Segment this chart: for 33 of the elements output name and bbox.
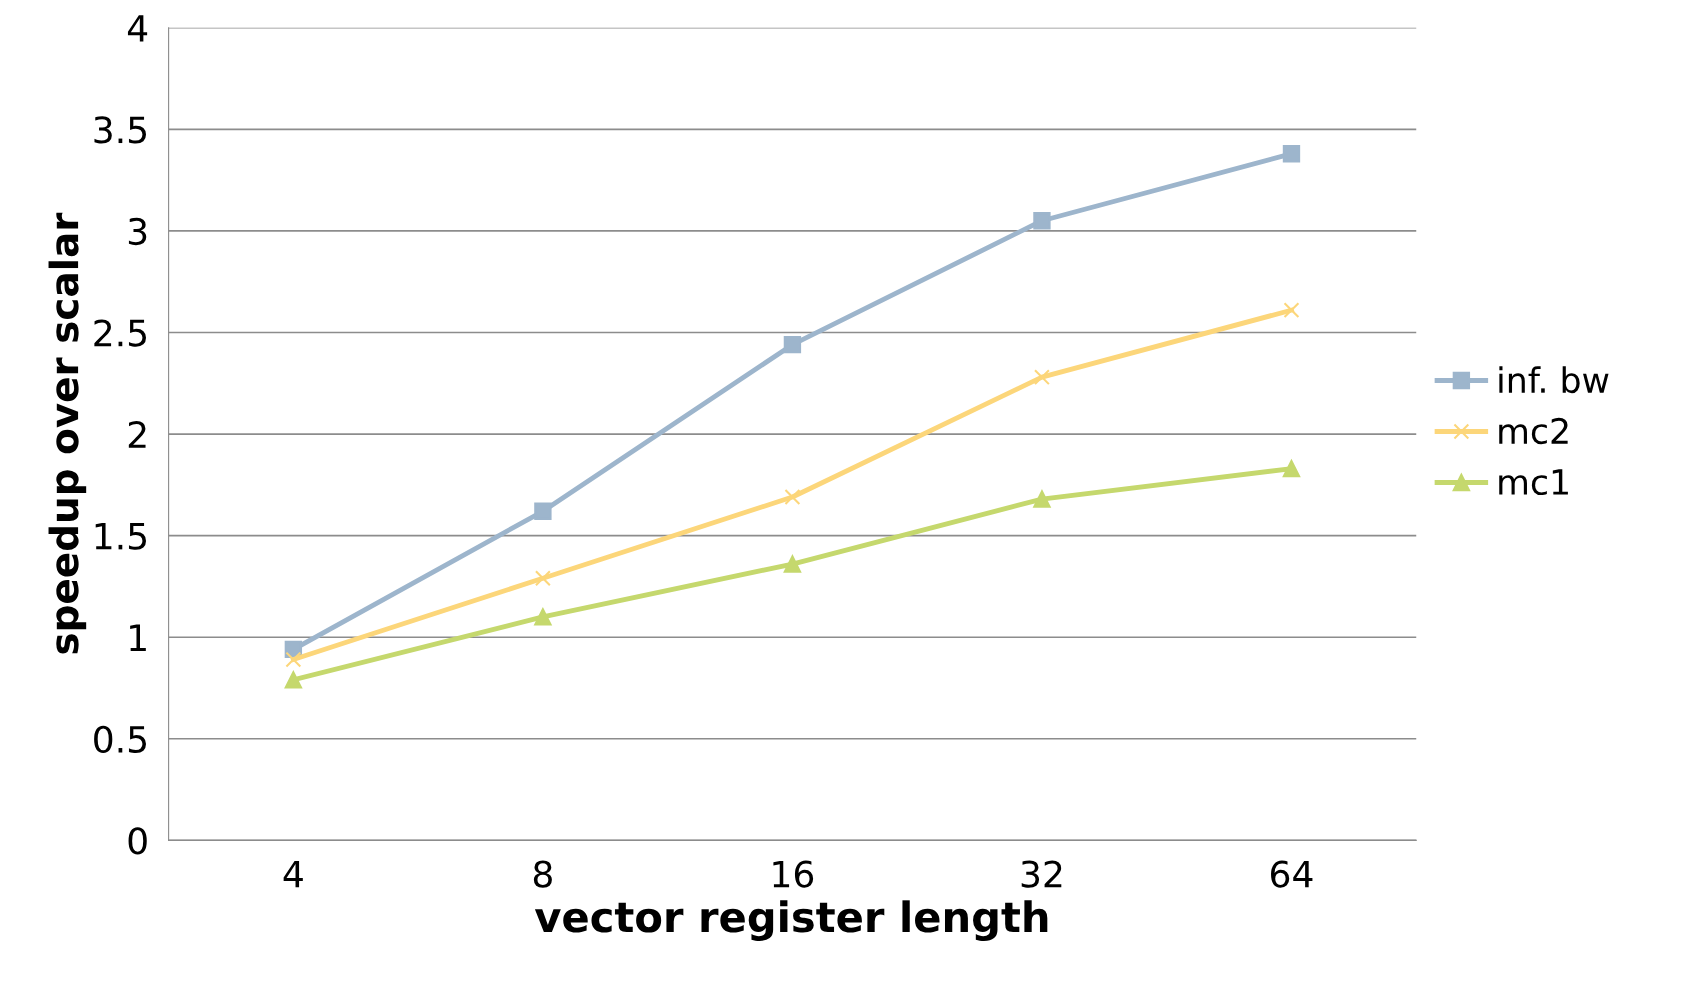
point (1282, 459, 1301, 478)
x-tick-label: 8 (533, 860, 552, 888)
point (534, 502, 552, 520)
y-tick-label: 0 (128, 827, 147, 855)
legend-label: mc1 (1499, 469, 1568, 496)
y-axis-title: speedup over scalar (48, 212, 87, 654)
point (784, 489, 801, 506)
legend-label: inf. bw (1499, 366, 1609, 394)
y-tick-label: 4 (127, 15, 148, 42)
point (284, 671, 303, 689)
x-axis-title: vector register length (534, 900, 1048, 941)
y-tick-label: 3 (128, 217, 147, 246)
y-tick-label: 1.5 (95, 523, 146, 550)
point (1033, 490, 1051, 508)
point (1283, 302, 1300, 319)
point (783, 555, 802, 573)
x-tick-label: 4 (283, 860, 303, 888)
y-tick-label: 1 (130, 624, 146, 651)
point (534, 570, 551, 587)
point (783, 335, 802, 354)
x-tick-label: 32 (1021, 860, 1062, 888)
legend-label: mc2 (1499, 417, 1568, 445)
point (285, 651, 302, 668)
point (1282, 145, 1301, 163)
y-tick-label: 0.5 (94, 725, 146, 754)
x-tick-label: 16 (773, 860, 814, 888)
point (1033, 212, 1051, 230)
x-tick-label: 64 (1271, 860, 1313, 888)
y-tick-label: 3.5 (94, 116, 146, 144)
y-tick-label: 2 (128, 420, 146, 448)
point (1033, 369, 1050, 386)
point (534, 608, 552, 626)
y-tick-label: 2.5 (94, 319, 146, 347)
